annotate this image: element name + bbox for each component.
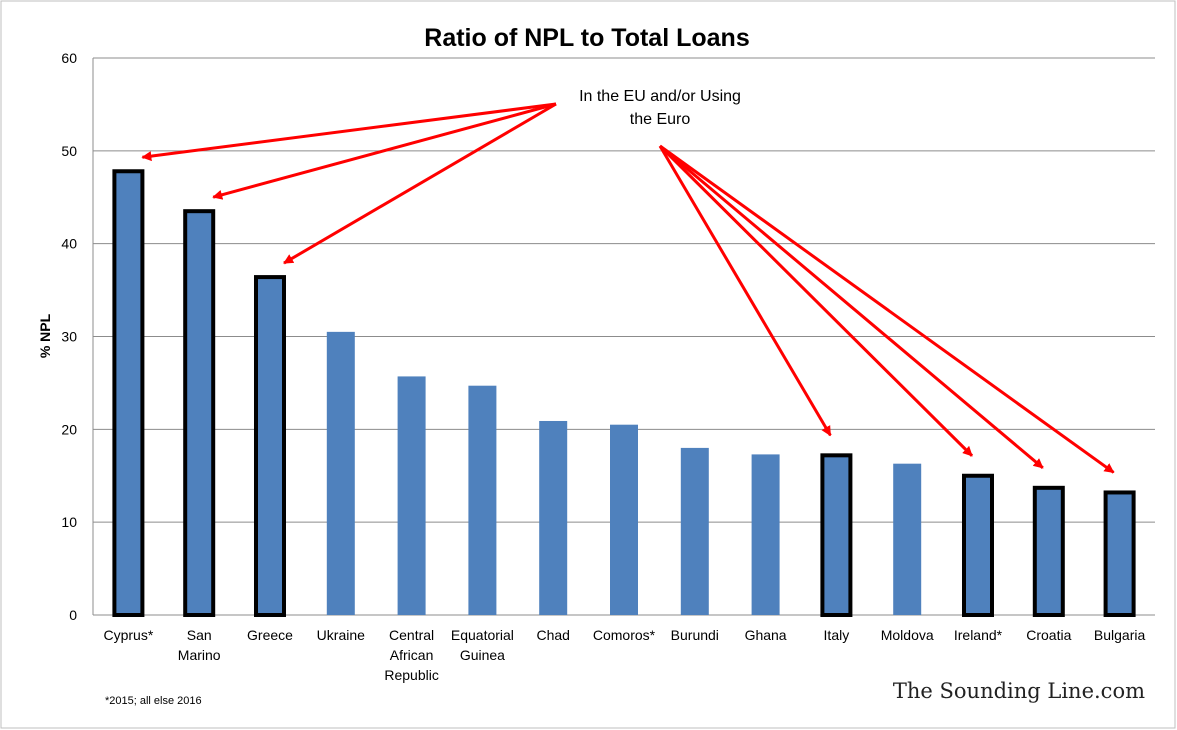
annotation-arrow: [212, 102, 557, 200]
category-label: Ghana: [745, 627, 787, 643]
y-axis-ticks: 0 10 20 30 40 50 60: [61, 50, 77, 623]
category-label: Bulgaria: [1094, 627, 1146, 643]
y-axis-label: % NPL: [37, 313, 53, 358]
category-label: Chad: [536, 627, 569, 643]
category-label: Croatia: [1026, 627, 1071, 643]
chart-title: Ratio of NPL to Total Loans: [424, 24, 749, 52]
category-label: Comoros*: [593, 627, 656, 643]
y-tick-label: 10: [61, 514, 77, 530]
category-label: San Marino: [178, 627, 221, 663]
bar-ukraine: [326, 331, 355, 615]
annotation-text-line-2: the Euro: [630, 111, 691, 128]
bar-ireland: [962, 473, 994, 617]
category-label: Burundi: [671, 627, 719, 643]
bars: [112, 169, 1136, 618]
bar-italy: [820, 453, 853, 617]
category-label: Central African Republic: [384, 627, 438, 683]
annotation-arrow: [659, 144, 1044, 469]
bar-cyprus: [112, 169, 145, 618]
y-tick-label: 40: [61, 236, 77, 252]
bar-bulgaria: [1103, 490, 1136, 617]
y-tick-label: 30: [61, 329, 77, 345]
annotation-arrow: [141, 102, 557, 162]
bar-ghana: [751, 454, 780, 615]
category-label: Moldova: [881, 627, 934, 643]
source-credit: The Sounding Line.com: [893, 679, 1145, 703]
bar-chad: [539, 420, 568, 615]
annotation-arrow: [658, 145, 832, 437]
category-label: Greece: [247, 627, 293, 643]
bar-san-marino: [183, 209, 216, 618]
annotation-arrow: [283, 102, 557, 265]
y-tick-label: 20: [61, 421, 77, 437]
category-label: Ireland*: [954, 627, 1003, 643]
annotation-arrow: [659, 144, 1115, 474]
footnote: *2015; all else 2016: [105, 695, 202, 707]
category-label: Ukraine: [317, 627, 365, 643]
category-label: Italy: [824, 627, 850, 643]
bar-equatorial-guinea: [468, 385, 497, 615]
category-label: Equatorial Guinea: [451, 627, 514, 663]
annotation-text-line-1: In the EU and/or Using: [579, 88, 741, 105]
bar-comoros: [610, 424, 638, 615]
bar-greece: [254, 275, 286, 617]
bar-central-african-republic: [397, 376, 426, 615]
y-tick-label: 50: [61, 143, 77, 159]
annotation-arrows: [141, 102, 1115, 474]
bar-moldova: [893, 463, 922, 615]
annotation-arrow: [658, 144, 974, 457]
category-labels: Cyprus* San Marino Greece Ukraine Central Afri…: [104, 627, 1146, 683]
y-tick-label: 0: [69, 607, 77, 623]
bar-croatia: [1032, 485, 1065, 617]
bar-burundi: [680, 447, 709, 615]
y-tick-label: 60: [61, 50, 77, 66]
category-label: Cyprus*: [104, 627, 154, 643]
